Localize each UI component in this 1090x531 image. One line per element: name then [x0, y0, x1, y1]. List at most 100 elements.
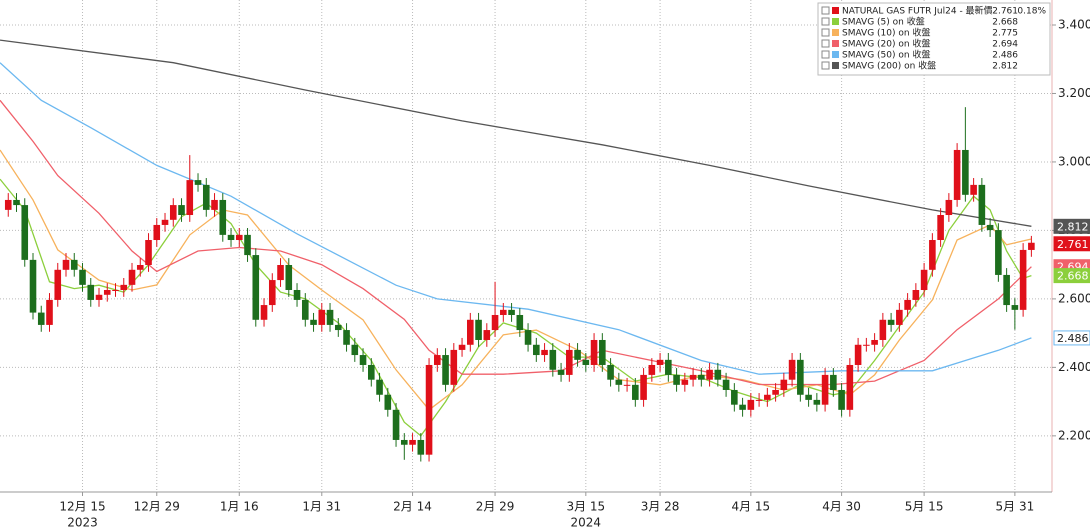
value-tag: [1053, 330, 1090, 346]
candle-body: [409, 439, 416, 445]
candle-body: [797, 359, 804, 395]
candle-body: [805, 394, 812, 400]
candle-body: [244, 234, 251, 256]
candle-body: [830, 374, 837, 390]
candle-body: [326, 309, 334, 325]
candle-body: [153, 224, 161, 241]
candle-body: [417, 439, 425, 455]
legend-name: SMAVG (5) on 收盤: [842, 16, 925, 28]
candle-body: [1019, 249, 1027, 310]
candle-body: [29, 259, 37, 313]
x-tick-label: 3月 15: [566, 500, 605, 514]
candle-body: [929, 240, 936, 270]
legend-checkbox: [821, 28, 830, 37]
candle-body: [937, 215, 944, 241]
legend-change: 0.18%: [1017, 7, 1046, 17]
candle-body: [698, 374, 705, 380]
candle-body: [904, 299, 911, 310]
candle-body: [87, 284, 95, 300]
candle-body: [169, 205, 177, 220]
candle-body: [351, 344, 359, 356]
candle-body: [483, 330, 491, 340]
value-tag-label: 2.812: [1057, 220, 1089, 233]
candle-body: [235, 234, 243, 241]
candle-body: [367, 364, 375, 380]
candle-body: [945, 199, 953, 216]
candle-body: [516, 314, 524, 331]
candle-body: [978, 184, 986, 225]
candle-body: [854, 344, 862, 365]
candle-body: [95, 294, 103, 300]
candle-body: [434, 355, 441, 365]
candle-body: [202, 184, 210, 210]
candle-body: [450, 349, 458, 385]
legend-swatch: [832, 51, 839, 58]
year-label: 2024: [571, 516, 602, 530]
candle-body: [103, 289, 111, 295]
y-tick-label: 2.400: [1058, 360, 1090, 374]
candle-body: [13, 199, 20, 206]
legend-value: 2.486: [992, 51, 1018, 61]
x-tick-label: 4月 15: [731, 500, 770, 514]
candle-body: [318, 309, 326, 325]
legend-name: SMAVG (20) on 收盤: [842, 38, 930, 50]
candle-body: [673, 374, 680, 385]
legend-checkbox: [821, 61, 830, 70]
legend-value: 2.775: [992, 29, 1018, 39]
candle-body: [161, 219, 169, 225]
candle-body: [145, 240, 152, 266]
legend-checkbox: [821, 50, 830, 59]
legend-swatch: [832, 18, 839, 25]
candle-body: [780, 379, 788, 390]
candle-body: [541, 349, 548, 356]
candle-body: [62, 259, 70, 270]
legend-swatch: [832, 40, 839, 47]
legend-name: SMAVG (200) on 收盤: [842, 60, 936, 72]
x-tick-label: 12月 15: [59, 500, 105, 514]
candle-body: [467, 319, 474, 345]
candle-body: [252, 255, 260, 320]
candle-body: [863, 344, 870, 346]
candle-body: [21, 205, 29, 260]
legend-name: SMAVG (50) on 收盤: [842, 49, 930, 61]
x-tick-label: 3月 28: [641, 500, 680, 514]
candle-body: [475, 319, 482, 340]
candle-body: [186, 180, 194, 216]
candle-body: [549, 349, 557, 370]
y-tick-label: 2.600: [1058, 291, 1090, 305]
candle-body: [120, 284, 128, 290]
candle-body: [813, 399, 821, 405]
candle-body: [821, 374, 829, 405]
legend-swatch: [832, 62, 839, 69]
candle-body: [400, 439, 408, 445]
candle-body: [128, 269, 136, 285]
candle-body: [970, 184, 977, 195]
candle-body: [442, 355, 449, 385]
candle-body: [334, 324, 342, 331]
candle-body: [508, 309, 515, 315]
y-tick-label: 3.200: [1058, 86, 1090, 100]
candle-body: [632, 384, 639, 400]
candle-body: [896, 309, 903, 325]
legend-value: 2.812: [992, 62, 1018, 72]
value-tag-label: 2.668: [1057, 270, 1089, 283]
candle-body: [623, 384, 631, 386]
candle-body: [599, 339, 606, 365]
value-tag: [1053, 218, 1090, 234]
candle-body: [557, 369, 565, 375]
x-tick-label: 1月 31: [302, 500, 341, 514]
legend-swatch: [832, 7, 839, 14]
candle-body: [343, 330, 350, 345]
candle-body: [838, 389, 845, 410]
candle-body: [582, 359, 590, 365]
x-tick-label: 5月 31: [996, 500, 1035, 514]
candle-body: [714, 369, 722, 380]
candle-body: [524, 330, 532, 345]
candle-body: [846, 364, 854, 410]
candle-body: [764, 394, 771, 400]
x-tick-label: 1月 16: [220, 500, 259, 514]
candle-body: [574, 349, 581, 360]
candle-body: [54, 269, 62, 300]
